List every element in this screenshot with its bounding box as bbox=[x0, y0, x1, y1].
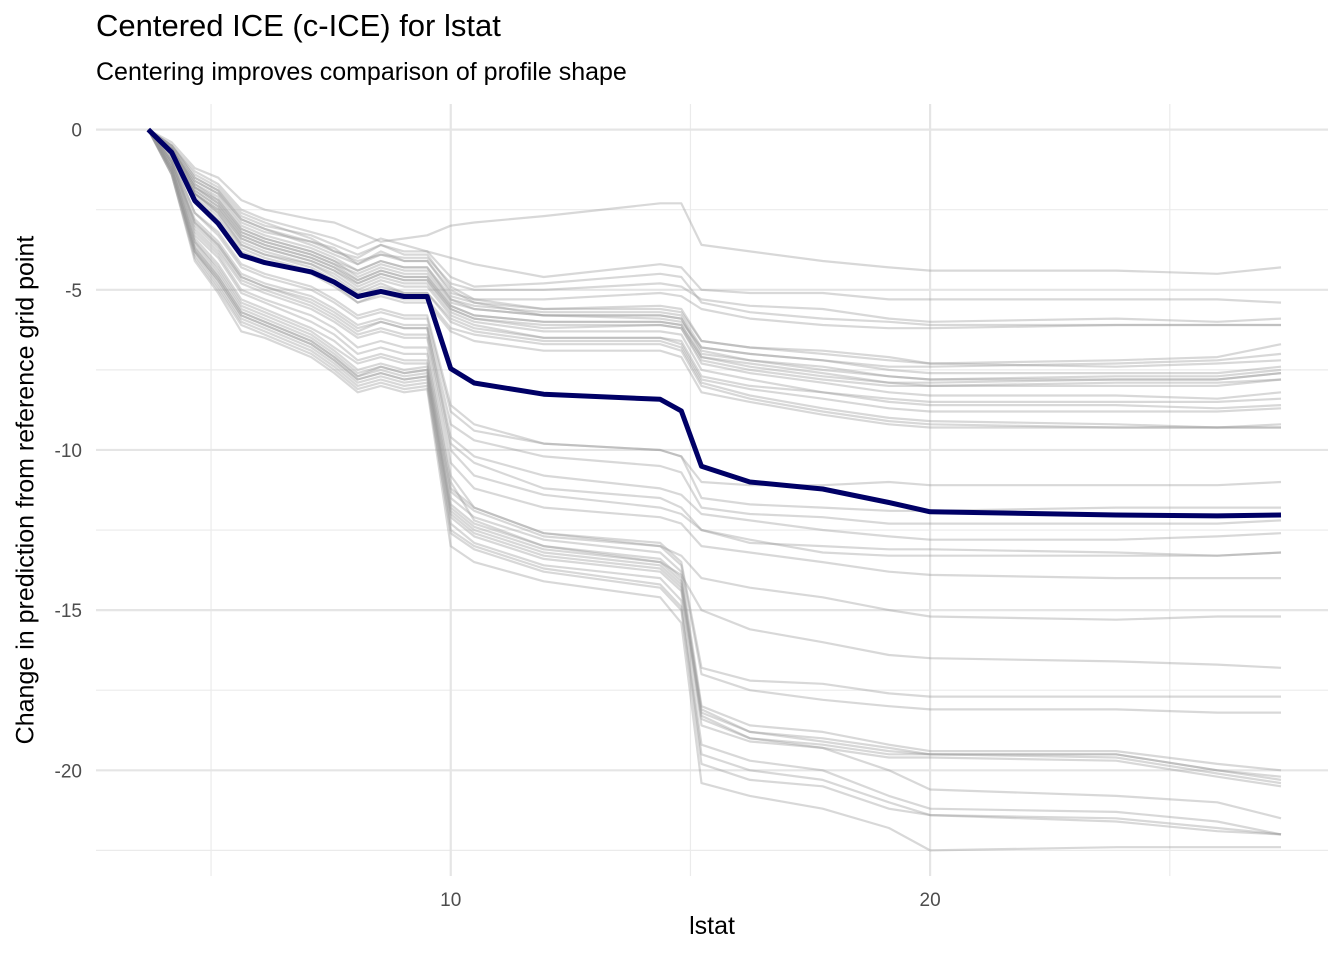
ice-curve bbox=[147, 128, 1282, 669]
ice-curve bbox=[147, 128, 1282, 381]
grid-lines bbox=[96, 104, 1328, 876]
ice-curve bbox=[147, 128, 1281, 429]
ice-curve bbox=[147, 128, 1282, 304]
ice-curve bbox=[147, 128, 1282, 275]
ice-curve bbox=[147, 128, 1282, 365]
x-tick-label: 10 bbox=[440, 890, 461, 911]
ice-curve bbox=[147, 129, 1282, 772]
ice-curve bbox=[147, 128, 1282, 384]
ice-curves bbox=[147, 128, 1282, 852]
ice-curve bbox=[147, 128, 1282, 323]
chart-subtitle: Centering improves comparison of profile… bbox=[96, 58, 627, 86]
ice-curve bbox=[147, 128, 1281, 429]
chart-title: Centered ICE (c-ICE) for lstat bbox=[96, 8, 501, 43]
ice-curve bbox=[147, 128, 1282, 525]
ice-curve bbox=[147, 128, 1282, 368]
ice-curve bbox=[147, 128, 1282, 541]
ice-curve bbox=[147, 128, 1282, 400]
y-tick-label: -15 bbox=[55, 601, 82, 622]
ice-curve bbox=[147, 128, 1281, 330]
ice-curve bbox=[147, 129, 1282, 820]
ice-curve bbox=[147, 128, 1282, 375]
average-curve bbox=[146, 127, 1282, 519]
y-tick-label: 0 bbox=[71, 121, 82, 142]
ice-curve bbox=[147, 128, 1282, 387]
ice-curve bbox=[147, 128, 1282, 387]
ice-curve bbox=[147, 129, 1282, 785]
ice-curve bbox=[147, 128, 1281, 621]
ice-curve bbox=[147, 128, 1281, 512]
y-tick-label: -5 bbox=[65, 281, 82, 302]
ice-curve bbox=[147, 129, 1282, 788]
ice-curve bbox=[147, 129, 1282, 781]
ice-curve bbox=[147, 128, 1281, 327]
ice-curve bbox=[147, 129, 1281, 698]
y-tick-label: -10 bbox=[55, 441, 82, 462]
ice-curve bbox=[147, 129, 1281, 852]
ice-curve bbox=[147, 129, 1282, 836]
ice-curve bbox=[147, 128, 1282, 557]
ice-curve bbox=[147, 128, 1282, 557]
ice-curve bbox=[147, 128, 1282, 403]
y-tick-label: -20 bbox=[55, 761, 82, 782]
ice-curve bbox=[147, 128, 1282, 410]
ice-curve bbox=[147, 129, 1282, 778]
ice-curve bbox=[147, 128, 1282, 381]
x-axis-label: lstat bbox=[689, 912, 735, 940]
ice-curve bbox=[147, 128, 1281, 580]
average-c-pdp-curve bbox=[146, 127, 1282, 519]
ice-curve bbox=[147, 128, 1282, 413]
ice-curve bbox=[147, 128, 1282, 487]
ice-curve bbox=[147, 129, 1281, 714]
ice-curve bbox=[147, 128, 1282, 368]
ice-curve bbox=[147, 129, 1282, 836]
x-tick-label: 20 bbox=[920, 890, 941, 911]
axis-ticks: 0 -5 -10 -15 -20 10 20 bbox=[55, 121, 941, 911]
ice-curve bbox=[147, 129, 1282, 836]
